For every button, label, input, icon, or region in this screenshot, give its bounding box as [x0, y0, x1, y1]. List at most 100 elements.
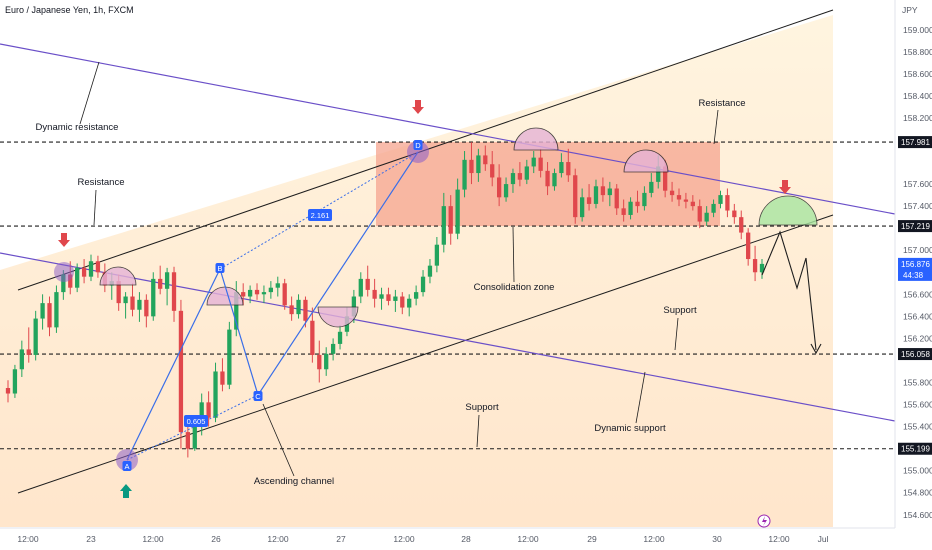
candle-body — [268, 287, 274, 293]
candle — [649, 173, 654, 198]
fib-badge — [308, 209, 332, 221]
candle-body — [711, 203, 716, 213]
candle — [171, 266, 177, 322]
candle — [476, 148, 481, 182]
candle-body — [614, 188, 619, 209]
candle — [746, 228, 751, 266]
fib-label: 0.605 — [187, 417, 206, 426]
y-tick-label: 155.600 — [903, 400, 932, 410]
x-tick-label: Jul — [818, 534, 829, 544]
candle-body — [635, 201, 640, 207]
candle — [144, 294, 149, 328]
candle-body — [663, 166, 668, 191]
candle — [400, 292, 405, 315]
candle — [490, 151, 495, 187]
candle — [538, 148, 543, 178]
candle — [580, 188, 585, 222]
candle-body — [358, 278, 363, 297]
level-badge — [898, 220, 932, 233]
wave-point-badge — [122, 461, 132, 471]
candle — [317, 340, 322, 383]
candle-body — [483, 155, 488, 165]
candle — [552, 168, 557, 191]
candle — [275, 276, 280, 297]
candle — [220, 358, 225, 392]
candle — [81, 259, 87, 284]
y-tick-label: 157.000 — [903, 245, 932, 255]
candle-body — [621, 208, 626, 215]
down-arrow-icon — [779, 180, 791, 194]
projection-arrowhead — [810, 343, 822, 355]
candle — [386, 287, 391, 306]
dynamic-support-line — [0, 252, 896, 422]
y-tick-label: 154.800 — [903, 488, 932, 498]
candle-body — [393, 296, 398, 301]
candle — [752, 245, 758, 282]
candle-body — [40, 303, 45, 319]
level-badge-label: 156.058 — [901, 350, 930, 359]
chart-annotation: Consolidation zone — [474, 282, 555, 293]
candle-body — [697, 206, 702, 222]
candle-body — [593, 186, 599, 204]
x-tick-label: 28 — [461, 534, 471, 544]
support-arc — [317, 306, 359, 328]
time-axis-background — [0, 528, 932, 550]
candle — [123, 292, 128, 319]
candle — [427, 259, 433, 284]
candle — [234, 281, 239, 337]
candle-body — [227, 329, 232, 385]
wave-point-label: D — [415, 141, 421, 150]
candle-body — [324, 353, 329, 370]
down-arrow-icon — [412, 100, 424, 114]
candle — [199, 393, 204, 436]
label-pointer — [674, 317, 679, 351]
candle — [448, 195, 453, 245]
candle-body — [303, 299, 308, 321]
candle — [690, 195, 695, 211]
x-tick-label: 23 — [86, 534, 96, 544]
wave-point-label: C — [255, 392, 261, 401]
candle-body — [289, 305, 294, 315]
candle-body — [600, 186, 606, 196]
x-tick-label: 12:00 — [142, 534, 164, 544]
chart-annotation: Ascending channel — [254, 476, 334, 487]
candle-body — [116, 281, 121, 304]
candle-body — [669, 190, 675, 196]
y-tick-label: 156.400 — [903, 311, 932, 321]
up-arrow-icon — [120, 484, 132, 498]
candle-body — [372, 289, 377, 299]
label-pointer — [512, 226, 515, 283]
y-tick-label: 158.400 — [903, 91, 932, 101]
candle-body — [517, 173, 523, 180]
candle-body — [420, 276, 426, 293]
candle-body — [400, 296, 405, 308]
candle-body — [275, 283, 280, 288]
resistance-arc — [513, 127, 559, 151]
candle — [12, 364, 18, 398]
wave-point-badge — [215, 263, 225, 273]
candle — [614, 184, 619, 215]
candle — [151, 272, 156, 321]
candle — [289, 296, 294, 321]
candle-body — [5, 388, 11, 394]
label-pointer — [79, 61, 100, 125]
price-axis: 159.000 158.800 158.600 158.400 158.200 157.6… — [894, 0, 932, 528]
candle-body — [656, 166, 661, 182]
y-tick-label: 157.600 — [903, 179, 932, 189]
x-tick-label: 12:00 — [643, 534, 665, 544]
candle — [628, 197, 633, 220]
candle-body — [524, 166, 529, 180]
label-pointer — [713, 109, 719, 145]
candle-body — [746, 232, 751, 260]
y-tick-label: 159.000 — [903, 25, 932, 35]
candle-body — [455, 189, 460, 234]
y-tick-label: 156.600 — [903, 289, 932, 299]
candle — [254, 283, 260, 300]
candle — [455, 178, 460, 240]
candle-body — [448, 206, 453, 234]
candle-body — [725, 195, 730, 211]
candle-body — [310, 320, 315, 355]
candle — [586, 184, 592, 211]
candle-body — [607, 188, 612, 196]
level-badge — [898, 136, 932, 149]
